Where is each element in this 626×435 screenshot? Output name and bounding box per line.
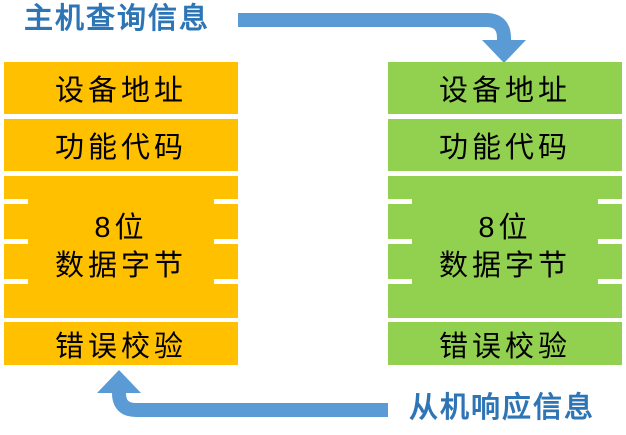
host-query-arrowhead-icon: [482, 40, 526, 63]
host-query-arrow: [238, 13, 526, 63]
byte-break-notch: [214, 199, 238, 204]
byte-break-notch: [598, 239, 622, 244]
byte-break-notch: [598, 279, 622, 284]
cell-label: 设备地址: [54, 75, 187, 107]
request-row-error-check: 错误校验: [4, 322, 238, 365]
byte-break-notch: [388, 199, 412, 204]
slave-response-arrow: [97, 370, 388, 417]
byte-break-notch: [214, 279, 238, 284]
byte-break-notch: [4, 199, 28, 204]
request-row-data-bytes: 8位 数据字节: [4, 176, 238, 318]
cell-label: 错误校验: [438, 330, 571, 363]
response-row-function-code: 功能代码: [388, 119, 622, 171]
cell-label: 错误校验: [54, 330, 187, 363]
byte-break-notch: [4, 239, 28, 244]
slave-response-label: 从机响应信息: [409, 392, 596, 424]
response-frame-table: 设备地址 功能代码 8位 数据字节 错误校验: [388, 62, 622, 365]
cell-label: 功能代码: [438, 132, 571, 164]
host-query-label: 主机查询信息: [24, 3, 211, 35]
byte-break-notch: [214, 239, 238, 244]
cell-label-line2: 数据字节: [54, 250, 187, 282]
slave-response-arrow-shaft: [112, 391, 388, 417]
byte-break-notch: [388, 279, 412, 284]
cell-label-line1: 8位: [94, 212, 148, 244]
response-row-error-check: 错误校验: [388, 322, 622, 365]
host-query-arrow-shaft: [238, 13, 511, 41]
cell-label: 设备地址: [438, 75, 571, 107]
response-row-device-address: 设备地址: [388, 62, 622, 114]
byte-break-notch: [4, 279, 28, 284]
request-frame-table: 设备地址 功能代码 8位 数据字节 错误校验: [4, 62, 238, 365]
byte-break-notch: [598, 199, 622, 204]
cell-label: 功能代码: [54, 132, 187, 164]
cell-label-line1: 8位: [478, 212, 532, 244]
slave-response-arrowhead-icon: [97, 370, 141, 393]
request-row-device-address: 设备地址: [4, 62, 238, 114]
byte-break-notch: [388, 239, 412, 244]
cell-label-line2: 数据字节: [438, 250, 571, 282]
request-row-function-code: 功能代码: [4, 119, 238, 171]
response-row-data-bytes: 8位 数据字节: [388, 176, 622, 318]
